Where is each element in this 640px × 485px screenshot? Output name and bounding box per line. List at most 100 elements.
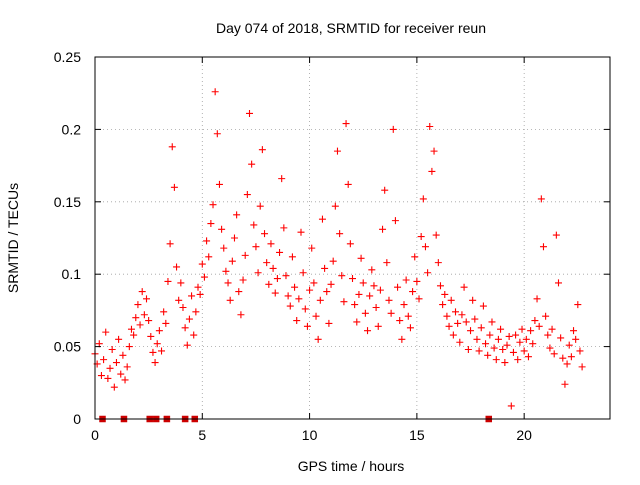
data-point: [333, 147, 341, 155]
data-point: [552, 231, 560, 239]
data-point: [346, 240, 354, 248]
data-point: [153, 340, 161, 348]
data-point: [168, 143, 176, 151]
data-point: [271, 289, 279, 297]
data-point: [383, 259, 391, 267]
data-point: [415, 295, 423, 303]
data-point: [181, 324, 189, 332]
data-point: [203, 237, 211, 245]
data-point: [267, 240, 275, 248]
x-tick-label: 10: [302, 427, 318, 443]
data-point: [471, 315, 479, 323]
data-point: [179, 304, 187, 312]
data-point: [125, 343, 133, 351]
x-tick-label: 20: [516, 427, 532, 443]
tick-labels-layer: 0 5 10 15 20 0 0.05 0.1 0.15 0.2 0.25: [54, 49, 532, 443]
data-point: [342, 120, 350, 128]
data-point: [432, 231, 440, 239]
data-point: [252, 243, 260, 251]
data-point: [235, 288, 243, 296]
data-point: [449, 331, 457, 339]
data-point: [258, 146, 266, 154]
data-point: [147, 332, 155, 340]
data-point: [160, 308, 168, 316]
data-point: [503, 341, 511, 349]
y-tick-label: 0: [73, 411, 81, 427]
data-point: [557, 334, 565, 342]
data-point: [516, 338, 524, 346]
data-point: [409, 288, 417, 296]
data-point: [499, 345, 507, 353]
data-point: [355, 290, 363, 298]
data-point: [102, 328, 110, 336]
data-point: [555, 279, 562, 287]
data-point: [215, 180, 223, 188]
data-point: [572, 335, 580, 343]
data-point: [213, 130, 221, 138]
data-point: [413, 277, 421, 285]
data-point: [282, 272, 290, 280]
data-point: [303, 322, 311, 330]
data-point: [411, 253, 419, 261]
data-point: [501, 359, 509, 367]
data-point: [439, 301, 447, 309]
data-point: [228, 257, 236, 265]
data-point: [359, 279, 367, 287]
data-point: [441, 290, 449, 298]
data-point: [248, 160, 256, 168]
data-point: [368, 266, 376, 274]
data-point: [286, 302, 294, 310]
data-point: [531, 317, 539, 325]
data-point: [524, 353, 532, 361]
data-point: [250, 221, 258, 229]
data-point: [224, 279, 232, 287]
data-point: [379, 225, 387, 233]
data-point: [406, 324, 414, 332]
data-point: [265, 280, 273, 288]
y-tick-label: 0.25: [54, 49, 81, 65]
data-point: [288, 253, 296, 261]
data-point: [398, 335, 406, 343]
x-tick-label: 15: [409, 427, 425, 443]
data-point: [426, 123, 434, 131]
data-point: [522, 335, 530, 343]
data-point: [276, 248, 284, 256]
data-point: [548, 325, 556, 333]
data-point: [520, 347, 528, 355]
data-point: [198, 260, 206, 268]
data-point: [222, 267, 230, 275]
y-tick-label: 0.2: [62, 121, 82, 137]
data-point: [261, 230, 269, 238]
data-point: [190, 331, 198, 339]
data-point: [366, 292, 374, 300]
data-point: [310, 279, 318, 287]
data-point: [329, 257, 337, 265]
data-point: [460, 283, 468, 291]
data-point: [132, 314, 140, 322]
data-point: [381, 186, 389, 194]
y-tick-label: 0.05: [54, 339, 81, 355]
data-point: [321, 264, 329, 272]
data-point: [436, 282, 444, 290]
data-point: [353, 318, 361, 326]
data-point: [183, 341, 191, 349]
data-point: [458, 311, 466, 319]
data-point: [145, 317, 153, 325]
data-point: [175, 296, 183, 304]
y-tick-label: 0.15: [54, 194, 81, 210]
data-point: [308, 244, 316, 252]
data-point: [490, 344, 498, 352]
data-point: [505, 332, 513, 340]
data-point: [527, 327, 535, 335]
x-tick-label: 5: [198, 427, 206, 443]
data-point: [312, 312, 320, 320]
data-point: [158, 347, 166, 355]
data-point: [486, 331, 494, 339]
data-point: [475, 347, 483, 355]
data-point: [385, 296, 393, 304]
data-point: [108, 345, 116, 353]
data-point: [233, 211, 241, 219]
data-point: [205, 253, 213, 261]
